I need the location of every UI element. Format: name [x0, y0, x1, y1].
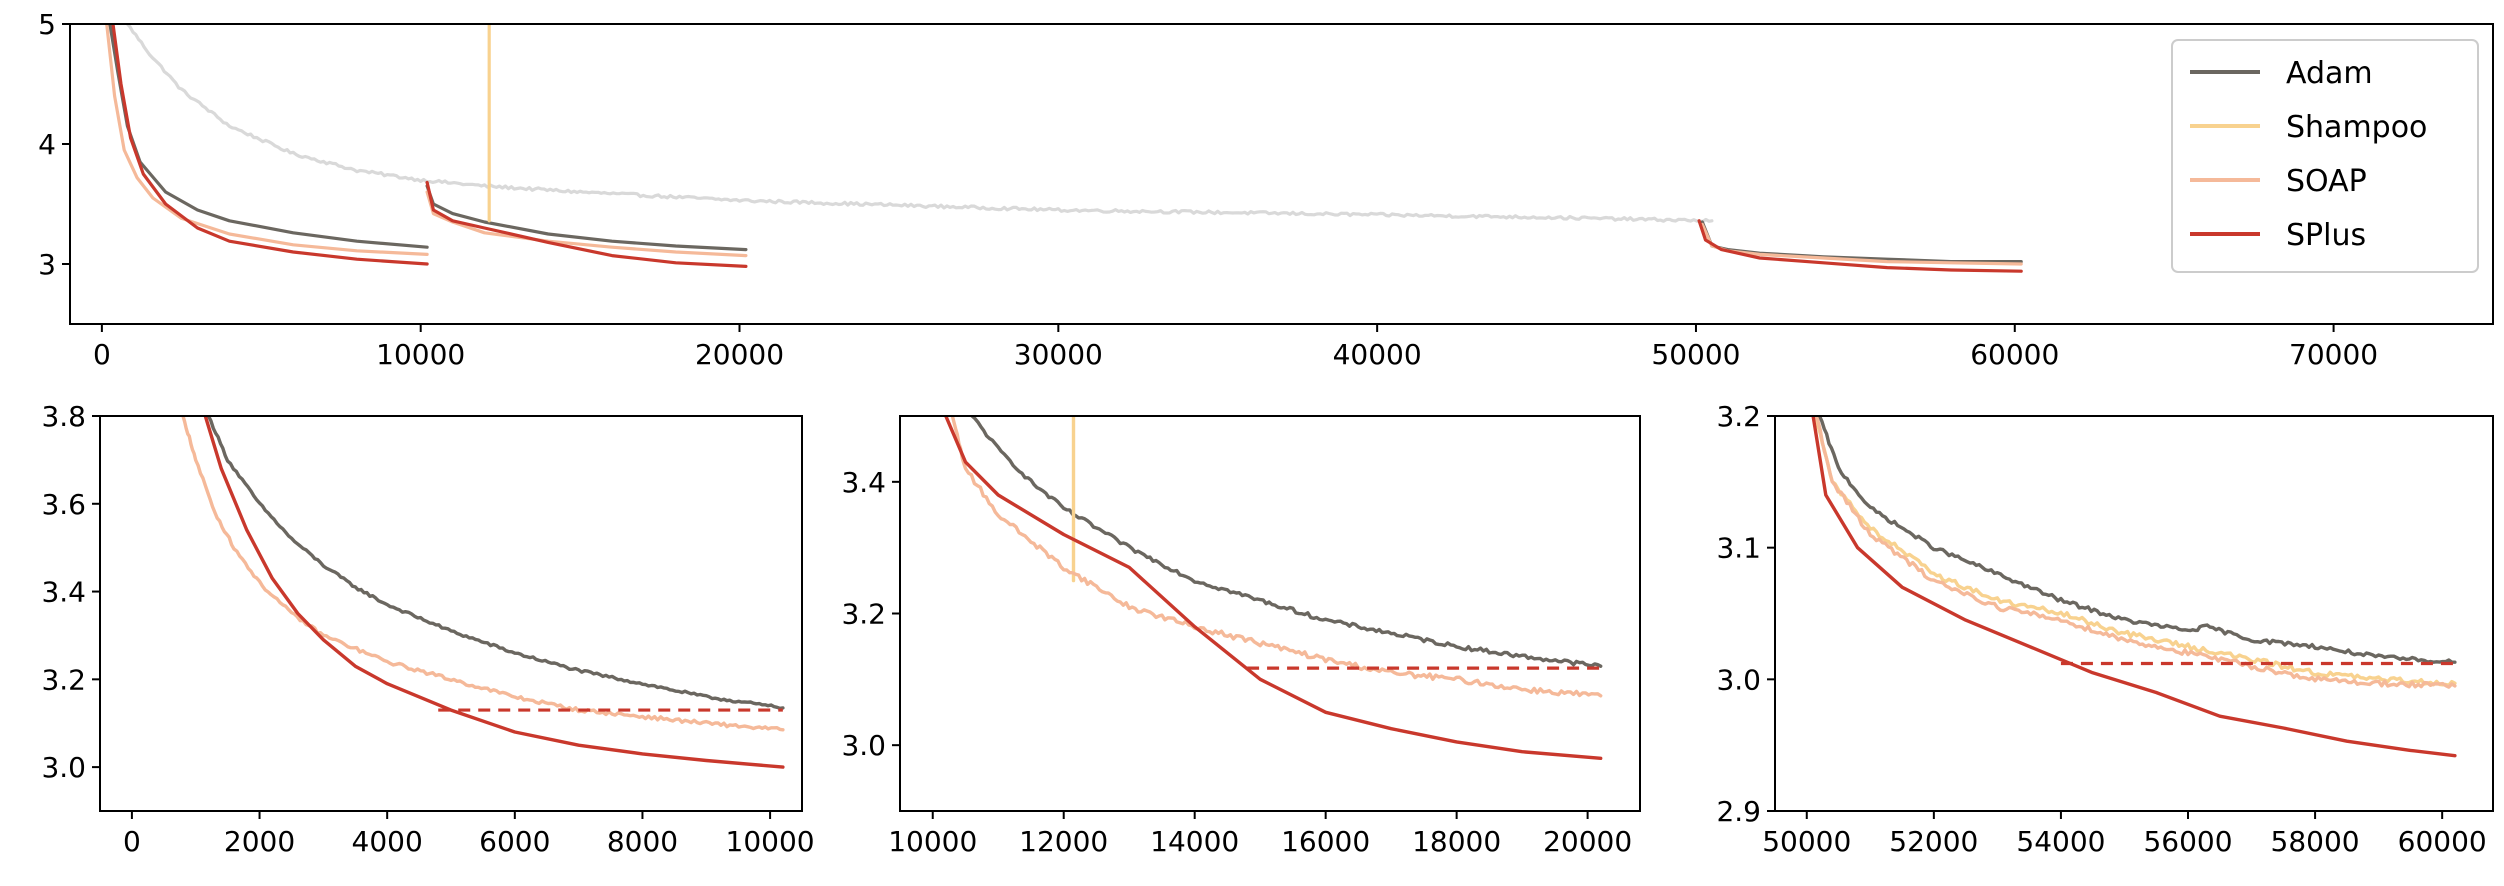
x-tick-label: 56000 — [2143, 825, 2232, 858]
plot-frame — [99, 415, 803, 812]
y-tick-label: 3.4 — [841, 466, 886, 499]
series-line-splus — [203, 416, 785, 769]
y-tick-label: 3.2 — [41, 663, 86, 696]
legend: Adam Shampoo SOAP SPlus — [2171, 39, 2479, 273]
x-tick-label: 14000 — [1150, 825, 1239, 858]
x-tick-label: 70000 — [2289, 338, 2378, 371]
x-tick-label: 60000 — [2398, 825, 2487, 858]
y-tick-label: 3.2 — [1716, 400, 1761, 433]
x-tick-label: 18000 — [1412, 825, 1501, 858]
x-tick-label: 4000 — [352, 825, 423, 858]
x-tick-label: 50000 — [1762, 825, 1851, 858]
x-tick-label: 0 — [93, 338, 111, 371]
y-tick-label: 5 — [38, 8, 56, 41]
x-tick-label: 10000 — [726, 825, 815, 858]
x-tick-label: 2000 — [224, 825, 295, 858]
series-line-adam — [108, 24, 429, 249]
series-line-adam — [1817, 416, 2457, 664]
legend-label-splus: SPlus — [2286, 218, 2366, 253]
y-tick-label: 3.0 — [41, 751, 86, 784]
y-tick-label: 4 — [38, 128, 56, 161]
x-tick-label: 0 — [123, 825, 141, 858]
series-line-splus — [944, 416, 1603, 760]
x-tick-label: 16000 — [1281, 825, 1370, 858]
chart-panel-zoom-10000-20000: 10000 12000 14000 16000 18000 20000 3.0 3.2 3.4 — [841, 415, 1641, 858]
x-tick-label: 52000 — [1889, 825, 1978, 858]
y-tick-label: 3.8 — [41, 400, 86, 433]
series-line-soap — [425, 190, 748, 258]
x-tick-label: 40000 — [1333, 338, 1422, 371]
x-tick-label: 6000 — [479, 825, 550, 858]
x-tick-label: 50000 — [1651, 338, 1740, 371]
x-tick-label: 10000 — [376, 338, 465, 371]
y-tick-label: 3 — [38, 248, 56, 281]
series-line-adam — [970, 416, 1603, 668]
series-line-splus — [1811, 416, 2457, 758]
legend-label-adam: Adam — [2286, 56, 2373, 91]
series-line-soap — [181, 416, 785, 732]
plot-frame — [1774, 415, 2494, 812]
series-line-splus — [111, 24, 429, 266]
x-tick-label: 20000 — [695, 338, 784, 371]
y-tick-label: 3.4 — [41, 576, 86, 609]
legend-label-soap: SOAP — [2286, 164, 2367, 199]
x-tick-label: 30000 — [1014, 338, 1103, 371]
y-tick-label: 3.0 — [1716, 663, 1761, 696]
series-line-soap — [105, 24, 429, 256]
series-line-splus — [1697, 219, 2023, 273]
series-line-soap — [950, 416, 1603, 698]
series-line-splus — [425, 180, 748, 268]
series-line-adam — [425, 184, 748, 252]
y-tick-label: 2.9 — [1716, 795, 1761, 828]
x-tick-label: 60000 — [1970, 338, 2059, 371]
x-tick-label: 8000 — [607, 825, 678, 858]
y-tick-label: 3.6 — [41, 488, 86, 521]
chart-panel-zoom-50000-60000: 50000 52000 54000 56000 58000 60000 2.9 3.0 3.1 3… — [1716, 400, 2494, 858]
x-tick-label: 20000 — [1543, 825, 1632, 858]
series-line-shampoo — [1814, 416, 2457, 687]
legend-box — [2171, 39, 2479, 273]
y-tick-label: 3.2 — [841, 598, 886, 631]
x-tick-label: 54000 — [2016, 825, 2105, 858]
chart-panel-top: 0 10000 20000 30000 40000 50000 60000 70000345 … — [38, 8, 2494, 371]
series-line-adam — [206, 416, 785, 710]
y-tick-label: 3.0 — [841, 729, 886, 762]
x-tick-label: 12000 — [1019, 825, 1108, 858]
chart-panel-zoom-0-10000: 0 2000 4000 6000 8000 10000 3.0 3.2 3.4 3.6 3.8 — [41, 400, 814, 858]
series-line-baseline — [125, 24, 1714, 224]
x-tick-label: 58000 — [2271, 825, 2360, 858]
plot-frame — [69, 23, 2494, 325]
x-tick-label: 10000 — [888, 825, 977, 858]
y-tick-label: 3.1 — [1716, 532, 1761, 565]
series-line-soap — [1814, 416, 2457, 689]
legend-label-shampoo: Shampoo — [2286, 110, 2427, 145]
